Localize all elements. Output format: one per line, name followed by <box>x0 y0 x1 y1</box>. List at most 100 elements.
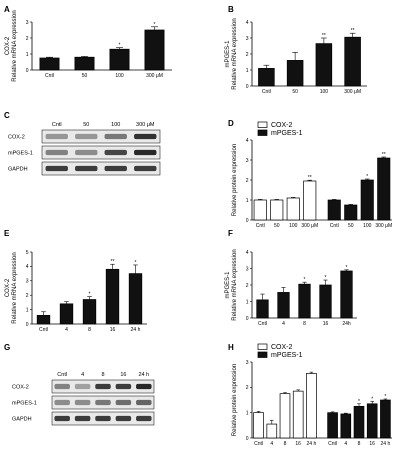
y-tick-label: 2 <box>26 36 29 42</box>
blot-band <box>95 399 111 406</box>
panel-h: H 0 1 2 3 Relative protein expression Cntl 4 8 16… <box>228 343 392 447</box>
blot-band <box>54 383 70 390</box>
y-tick-label: 2 <box>246 385 249 391</box>
y-tick-label: 2 <box>246 178 249 184</box>
bar <box>277 292 290 319</box>
y-tick-label: 1 <box>246 68 249 74</box>
lane-label: 4 <box>81 372 84 378</box>
x-tick-label: 8 <box>284 441 287 447</box>
x-tick-label: 24 h <box>307 441 317 447</box>
significance-marker: * <box>154 22 156 28</box>
y-tick-label: 3 <box>246 360 249 366</box>
x-tick-label: 8 <box>358 441 361 447</box>
x-tick-label: 4 <box>344 441 347 447</box>
blot-band <box>45 133 68 140</box>
blot-band <box>54 399 70 406</box>
bar <box>344 204 358 221</box>
bar <box>36 315 51 325</box>
blot-band <box>115 415 132 422</box>
legend-swatch <box>257 351 268 358</box>
x-tick-label: 300 μM <box>146 73 163 79</box>
x-tick-label: Cntl <box>330 223 339 229</box>
blot-g: G Cntl 4 8 16 24 h COX-2 mPGES-1 GAPDH <box>4 343 155 426</box>
blot-band <box>45 149 68 156</box>
bar <box>109 48 130 71</box>
lane-label: 8 <box>101 372 104 378</box>
panel-letter: B <box>228 5 234 14</box>
blot-band <box>95 415 111 422</box>
x-tick-label: Cntl <box>45 73 54 79</box>
legend-swatch <box>257 343 268 350</box>
x-tick-label: 16 <box>369 441 375 447</box>
bar <box>353 405 365 439</box>
y-tick-label: 2 <box>26 293 29 299</box>
panel-a: A 0 1 2 3 COX-2 Relative mRNA expression * * Cntl… <box>4 5 172 82</box>
x-tick-label: 24 h <box>131 327 141 333</box>
y-tick-label: 3 <box>26 20 29 26</box>
blot-band <box>134 149 157 156</box>
x-tick-label: 4 <box>270 441 273 447</box>
x-tick-label: Cntl <box>39 327 48 333</box>
blot-band <box>136 383 152 390</box>
panel-letter: D <box>228 119 234 128</box>
significance-marker: * <box>371 396 373 402</box>
lane-label: Cntl <box>52 122 62 128</box>
y-tick-label: 0 <box>246 84 249 90</box>
bar <box>380 399 391 439</box>
bar <box>253 412 264 439</box>
blot-band <box>75 133 98 140</box>
y-axis-label: Relative protein expression <box>232 364 238 436</box>
y-axis-label: Relative mRNA expression <box>12 10 18 81</box>
bar <box>258 68 275 87</box>
x-tick-label: 16 <box>295 441 301 447</box>
blot-band <box>95 383 111 390</box>
y-axis-label: COX-2 <box>5 36 11 55</box>
x-tick-label: Cntl <box>254 441 263 447</box>
blot-row-label: mPGES-1 <box>12 401 37 407</box>
bar <box>105 268 120 325</box>
y-tick-label: 5 <box>26 250 29 256</box>
x-tick-label: 4 <box>65 327 68 333</box>
blot-band <box>134 133 157 140</box>
y-axis-label: Relative mRNA expression <box>12 252 18 323</box>
y-tick-label: 4 <box>246 138 249 144</box>
significance-marker: * <box>358 399 360 405</box>
x-tick-label: 16 <box>110 327 116 333</box>
x-tick-label: 100 <box>115 73 124 79</box>
y-axis-label: COX-2 <box>5 278 11 297</box>
x-tick-label: 100 <box>289 223 298 229</box>
significance-marker: ** <box>382 152 386 158</box>
blot-row-label: COX-2 <box>12 385 29 391</box>
blot-band <box>45 165 68 172</box>
x-tick-label: 8 <box>303 321 306 327</box>
y-tick-label: 4 <box>246 250 249 256</box>
blot-band <box>75 165 98 172</box>
x-tick-label: 16 <box>323 321 329 327</box>
y-tick-label: 1 <box>26 307 29 313</box>
significance-marker: * <box>135 260 137 266</box>
bar <box>279 393 291 439</box>
legend-label: COX-2 <box>271 122 293 129</box>
blot-band <box>115 399 132 406</box>
x-tick-label: 50 <box>82 73 88 79</box>
blot-band <box>104 133 127 140</box>
blot-band <box>74 383 91 390</box>
lane-label: 16 <box>120 372 126 378</box>
y-tick-label: 1 <box>246 198 249 204</box>
y-axis-label: mPGES-1 <box>225 40 231 68</box>
y-tick-label: 1 <box>26 52 29 58</box>
y-axis-label: Relative mRNA expression <box>232 249 238 320</box>
blot-band <box>136 415 152 422</box>
bar <box>344 36 361 87</box>
y-tick-label: 1 <box>246 410 249 416</box>
significance-marker: * <box>346 265 348 271</box>
significance-marker: ** <box>351 28 355 34</box>
bar <box>327 412 338 439</box>
bar <box>82 299 97 325</box>
blot-row-label: GAPDH <box>8 167 28 173</box>
bar <box>256 299 269 319</box>
x-tick-label: 50 <box>292 89 298 95</box>
lane-label: Cntl <box>57 372 67 378</box>
blot-band <box>74 399 91 406</box>
